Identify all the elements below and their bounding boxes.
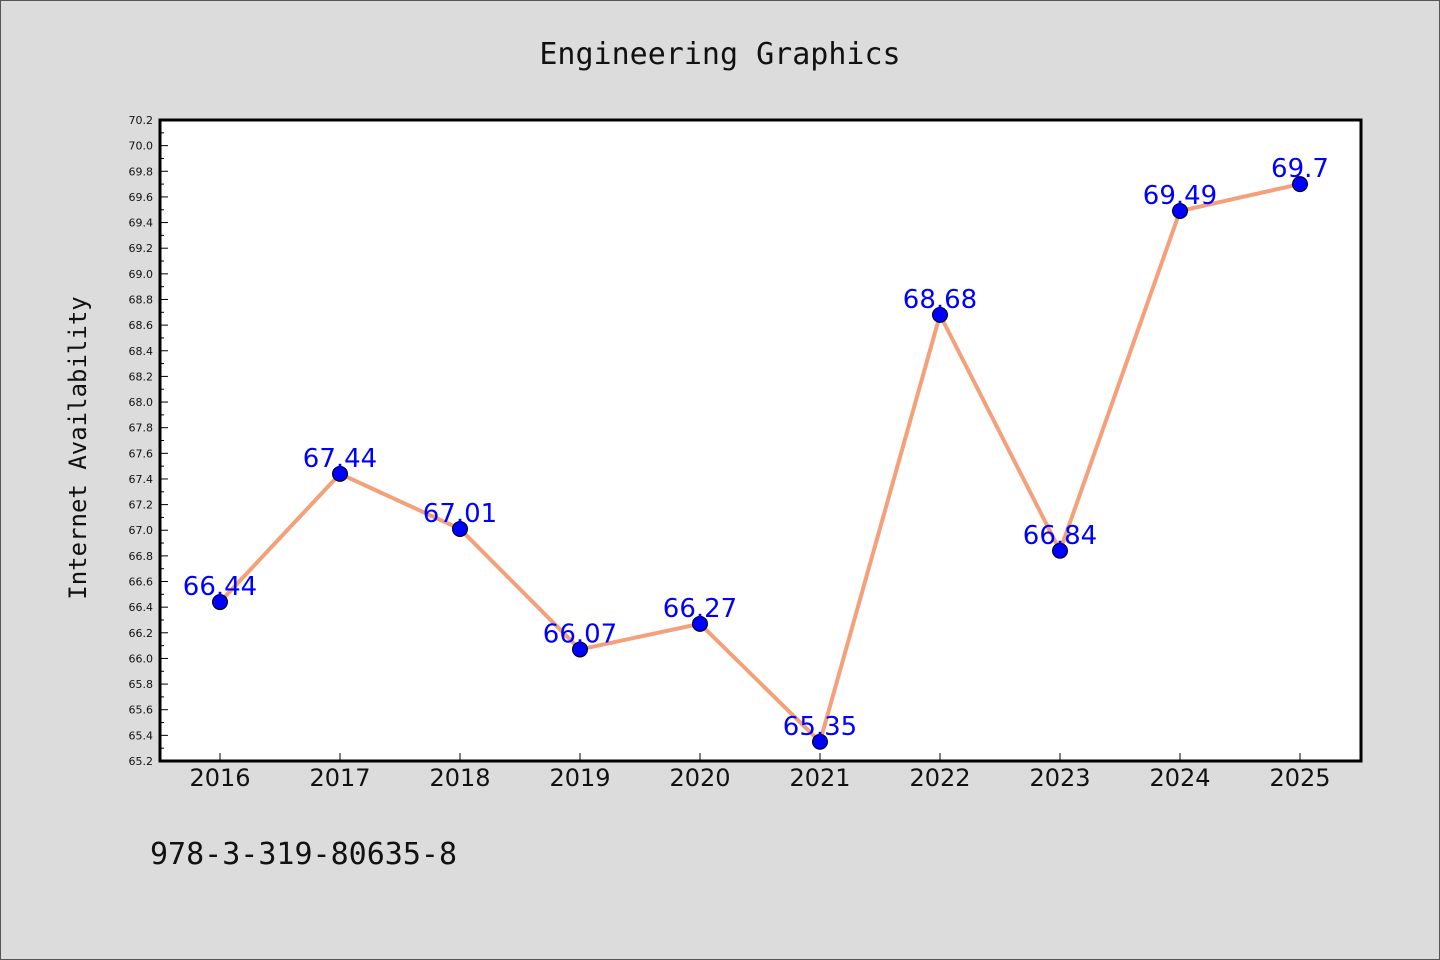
x-axis-ticks: 2016 2017 2018 2019 2020 2021 2022 2023 2024 2025 [189,753,1331,792]
chart-title: Engineering Graphics [539,37,900,72]
data-label: 67.44 [303,444,377,474]
data-label: 66.84 [1023,521,1097,551]
y-tick-label: 68.8 [129,293,154,306]
x-tick-label: 2021 [789,764,850,792]
data-markers [212,176,1308,750]
x-tick-label: 2018 [429,764,490,792]
data-point [692,615,708,632]
y-tick-label: 69.6 [129,191,154,204]
y-tick-label: 67.4 [129,473,154,486]
x-tick-label: 2024 [1149,764,1210,792]
y-tick-label: 69.2 [129,242,154,255]
y-tick-label: 68.2 [129,370,154,383]
data-label: 69.49 [1143,181,1217,211]
y-tick-label: 65.4 [129,729,154,742]
y-tick-label: 67.8 [129,422,154,435]
y-tick-label: 65.2 [129,755,154,768]
data-label: 69.7 [1271,154,1329,184]
y-tick-label: 67.6 [129,447,154,460]
data-label: 68.68 [903,285,977,315]
data-label: 65.35 [783,712,857,742]
data-point [572,641,588,658]
data-label: 67.01 [423,499,497,529]
y-tick-label: 66.6 [129,576,154,589]
data-point [1292,176,1308,193]
y-tick-label: 66.8 [129,550,154,563]
y-tick-label: 67.2 [129,499,154,512]
y-tick-label: 68.0 [129,396,154,409]
x-tick-label: 2022 [909,764,970,792]
data-label: 66.44 [183,572,257,602]
x-tick-label: 2023 [1029,764,1090,792]
data-point [452,520,468,537]
y-tick-label: 65.8 [129,678,154,691]
data-point [212,594,228,611]
x-tick-label: 2020 [669,764,730,792]
data-point [932,306,948,323]
x-tick-label: 2016 [189,764,250,792]
y-tick-label: 66.2 [129,627,154,640]
x-tick-label: 2025 [1269,764,1330,792]
y-tick-label: 69.0 [129,268,154,281]
data-point [812,733,828,750]
y-tick-label: 69.4 [129,217,154,230]
y-tick-label: 65.6 [129,704,154,717]
data-point [1052,542,1068,559]
data-label: 66.07 [543,619,617,649]
y-tick-label: 70.2 [129,114,154,127]
data-label: 66.27 [663,594,737,624]
y-tick-label: 70.0 [129,140,154,153]
y-axis-ticks: 65.2 65.4 65.6 65.8 66.0 66.2 66.4 66.6 66.8 67.0… [129,114,168,768]
isbn-footer: 978-3-319-80635-8 [150,837,457,872]
plot-area [158,118,1363,763]
y-tick-label: 69.8 [129,165,154,178]
data-labels: 66.44 67.44 67.01 66.07 66.27 65.35 68.68 66.84… [183,154,1329,742]
data-point [332,465,348,482]
x-tick-label: 2019 [549,764,610,792]
y-axis-label: Internet Availability [64,296,92,599]
series-line-group [218,182,1302,744]
data-point [1172,203,1188,220]
y-tick-label: 67.0 [129,524,154,537]
series-line [218,182,1302,744]
y-tick-label: 68.6 [129,319,154,332]
y-tick-label: 68.4 [129,345,154,358]
y-tick-label: 66.4 [129,601,154,614]
x-tick-label: 2017 [309,764,370,792]
y-tick-label: 66.0 [129,652,154,665]
